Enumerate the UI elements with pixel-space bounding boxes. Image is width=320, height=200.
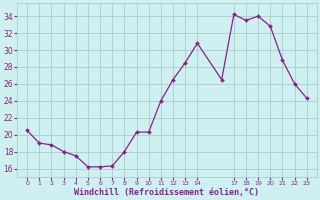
X-axis label: Windchill (Refroidissement éolien,°C): Windchill (Refroidissement éolien,°C): [75, 188, 260, 197]
